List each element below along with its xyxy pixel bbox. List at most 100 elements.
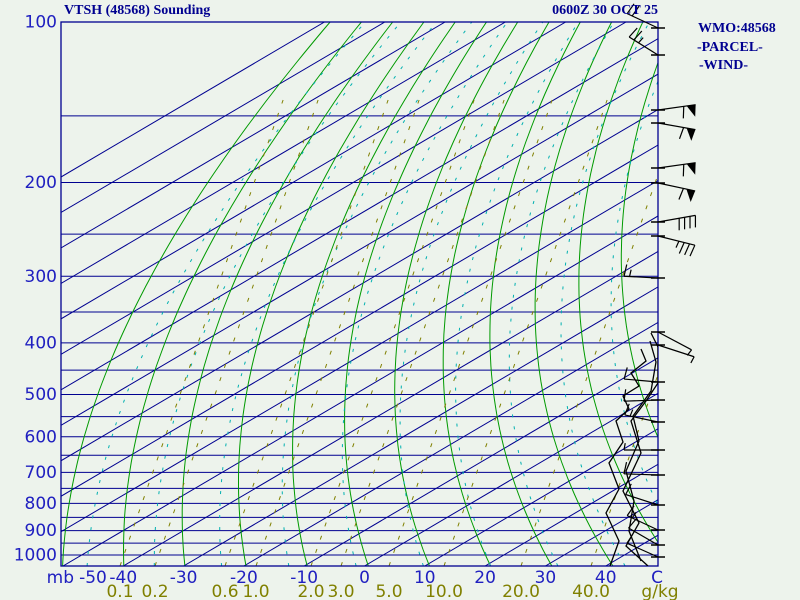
wind-barb-half-feather [638, 37, 644, 44]
pressure-tick-label: 900 [25, 521, 57, 541]
wind-barb-feather [623, 367, 628, 380]
dewpoint-trace [605, 348, 647, 566]
moist-adiabat-line [752, 14, 800, 566]
isotherm-line [183, 286, 658, 566]
temperature-tick-label: -50 [79, 568, 107, 588]
isotherm-line [243, 321, 658, 566]
wind-barb-feather [624, 403, 630, 416]
temperature-tick-label: 40 [595, 568, 617, 588]
wind-barb-staff [628, 36, 659, 56]
dry-adiabat-line [62, 22, 331, 566]
wind-barb-flag [686, 104, 696, 117]
dry-adiabat-line [741, 14, 800, 566]
dry-adiabat-line [442, 22, 550, 566]
mixing-ratio-label: 10.0 [425, 582, 463, 600]
isotherm-line [424, 428, 658, 566]
wind-barb-half-feather [675, 240, 680, 248]
moist-adiabat-line [219, 22, 437, 566]
legend-wind: -WIND- [699, 58, 748, 73]
temperature-tick-label: 10 [414, 568, 436, 588]
legend-wmo-id: WMO:48568 [698, 21, 776, 36]
isotherm-line [61, 144, 658, 497]
wind-barb-feather [623, 461, 628, 474]
wind-barb-feather [623, 264, 628, 277]
isotherm-line [62, 215, 658, 566]
isotherm-line [303, 357, 658, 566]
moist-adiabat-line [707, 14, 800, 566]
trace-layer [605, 332, 658, 566]
isotherm-line [61, 22, 446, 249]
mixing-ratio-label: 40.0 [572, 582, 610, 600]
plot-border [60, 21, 659, 567]
wind-barb-flag [686, 189, 696, 203]
mixing-ratio-line [310, 99, 475, 566]
isotherm-line [61, 22, 325, 178]
isotherm-line [364, 392, 658, 566]
pressure-tick-label: 500 [25, 385, 57, 405]
dry-adiabat-line [534, 22, 614, 566]
moist-adiabat-line [341, 22, 508, 566]
temperature-tick-label: -40 [109, 568, 137, 588]
wind-barb-half-feather [690, 356, 695, 364]
legend-parcel: -PARCEL- [697, 40, 763, 55]
mixing-ratio-label: 0.1 [106, 582, 133, 600]
dry-adiabat-line [779, 14, 800, 566]
wind-barb-half-feather [626, 537, 632, 544]
dry-adiabat-line [292, 22, 456, 566]
dry-adiabat-line [578, 22, 658, 544]
wind-barb-feather [625, 483, 632, 495]
isotherm-line [123, 250, 658, 566]
isotherm-line [545, 499, 658, 566]
wind-barb-layer [623, 3, 697, 558]
wind-barb-staff [628, 527, 659, 546]
wind-barb-feather [628, 518, 637, 529]
isotherm-line [61, 22, 506, 284]
temperature-trace [622, 332, 658, 566]
wind-barb-feather [678, 188, 684, 200]
valid-datetime: 0600Z 30 OCT 25 [552, 3, 658, 18]
isotherm-line [61, 109, 658, 462]
mixing-ratio-label: 0.2 [141, 582, 168, 600]
wind-barb-feather [689, 244, 696, 257]
isotherm-line [605, 534, 658, 566]
wind-barb-staff [626, 542, 659, 558]
moist-adiabat-line [660, 14, 760, 566]
dry-adiabat-line [394, 22, 519, 566]
pressure-tick-label: 600 [25, 427, 57, 447]
wind-barb-staff [625, 493, 659, 506]
dry-adiabat-line [663, 14, 797, 566]
pressure-tick-label: 700 [25, 463, 57, 483]
moist-adiabat-line [455, 22, 579, 566]
wind-barb-staff [624, 414, 659, 423]
wind-barb-feather [678, 242, 685, 254]
isotherm-line [61, 179, 658, 533]
dry-adiabat-line [620, 61, 658, 439]
mixing-ratio-label: 1.0 [242, 582, 269, 600]
wind-barb-flag [686, 162, 696, 175]
pressure-unit-label: mb [47, 568, 74, 588]
mixing-ratio-label: 2.0 [297, 582, 324, 600]
moist-adiabat-line [610, 80, 658, 507]
isotherm-line [666, 22, 800, 566]
mixing-ratio-label: 5.0 [375, 582, 402, 600]
isotherm-line [61, 38, 658, 391]
wind-barb-staff [657, 214, 696, 223]
wind-barb-flag [686, 128, 696, 141]
wind-barb-half-feather [631, 511, 637, 519]
dry-adiabat-line [344, 22, 488, 566]
wind-barb-staff [623, 399, 659, 402]
pressure-tick-label: 1000 [14, 546, 57, 566]
dry-adiabat-line [181, 22, 394, 566]
moist-adiabat-line [399, 22, 544, 566]
moist-adiabat-line [560, 22, 650, 566]
moist-adiabat-line [86, 22, 366, 566]
wind-barb-feather [678, 127, 685, 139]
wind-barb-feather [631, 5, 640, 17]
isotherm-line [61, 73, 658, 426]
mixing-ratio-line [388, 99, 553, 566]
wind-barb-half-feather [628, 269, 632, 277]
moist-adiabat-line [508, 22, 615, 566]
pressure-tick-label: 800 [25, 494, 57, 514]
wind-barb-feather [623, 389, 627, 402]
mixing-ratio-line [119, 99, 284, 566]
